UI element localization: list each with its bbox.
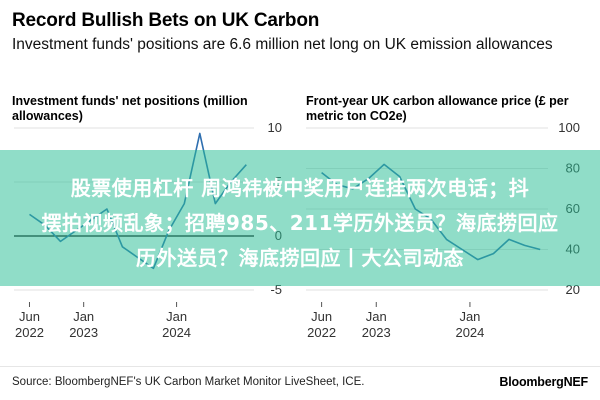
overlay-text-line-3: 历外送员？海底捞回应丨大公司动态 <box>136 246 464 270</box>
y-tick-label-left-0: 10 <box>268 120 282 135</box>
brand-logo-text: BloombergNEF <box>499 375 588 389</box>
y-tick-label-right-0: 100 <box>558 120 580 135</box>
x-tick-month-right-2: Jan <box>459 309 480 324</box>
right-panel-title: Front-year UK carbon allowance price (£ … <box>306 94 569 123</box>
x-tick-month-right-0: Jun <box>311 309 332 324</box>
source-note: Source: BloombergNEF's UK Carbon Market … <box>12 376 365 388</box>
overlay-text-line-1: 股票使用杠杆 周鸿祎被中奖用户连挂两次电话；抖 <box>70 176 530 200</box>
news-overlay-banner <box>0 150 600 286</box>
y-tick-label-left-3: -5 <box>270 282 282 297</box>
overlay-text-line-2: 摆拍视频乱象；招聘985、211学历外送员？海底捞回应 <box>41 211 559 235</box>
left-panel-title: Investment funds' net positions (million… <box>12 94 248 123</box>
x-tick-year-right-0: 2022 <box>307 325 336 340</box>
x-tick-year-left-2: 2024 <box>162 325 191 340</box>
x-tick-month-left-2: Jan <box>166 309 187 324</box>
x-tick-year-right-2: 2024 <box>455 325 484 340</box>
x-tick-year-right-1: 2023 <box>362 325 391 340</box>
footer-divider <box>0 366 600 367</box>
x-tick-month-left-1: Jan <box>73 309 94 324</box>
x-tick-year-left-0: 2022 <box>15 325 44 340</box>
x-tick-month-right-1: Jan <box>366 309 387 324</box>
x-tick-month-left-0: Jun <box>19 309 40 324</box>
chart-subtitle: Investment funds' positions are 6.6 mill… <box>12 36 553 53</box>
chart-title: Record Bullish Bets on UK Carbon <box>12 10 320 31</box>
x-tick-year-left-1: 2023 <box>69 325 98 340</box>
